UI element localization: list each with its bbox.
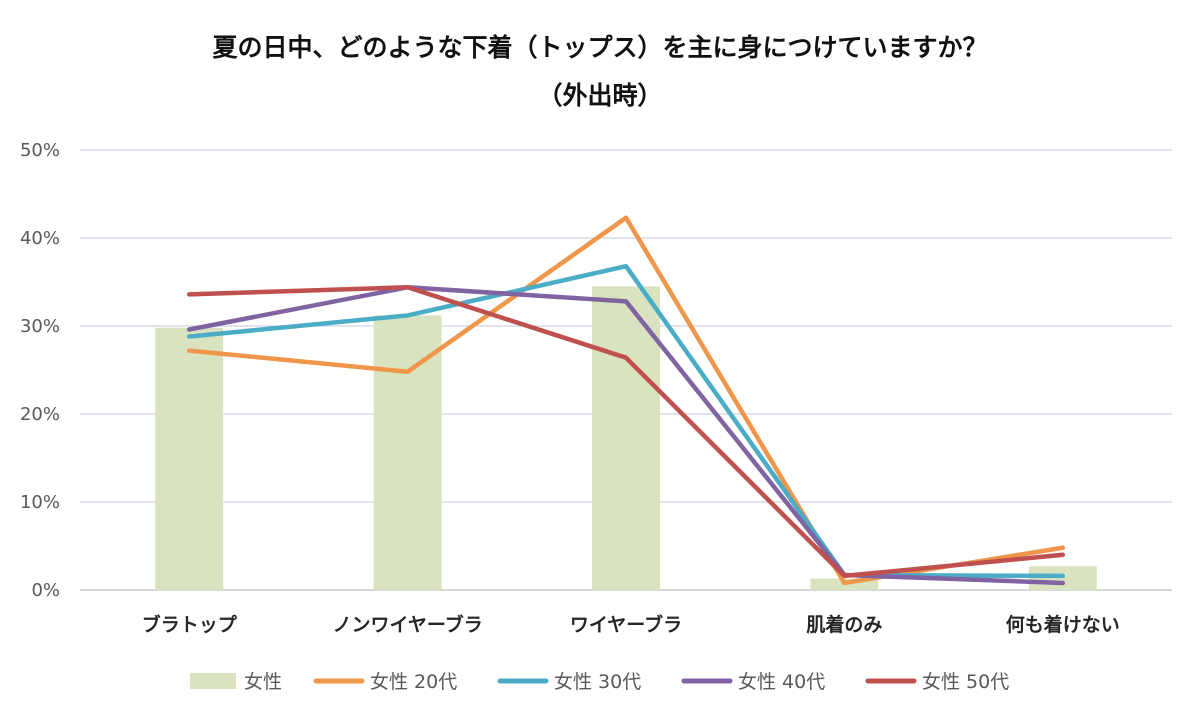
bar	[373, 315, 442, 590]
x-tick-label: ブラトップ	[142, 613, 238, 636]
x-tick-label: ワイヤーブラ	[570, 613, 682, 636]
legend-label: 女性 40代	[738, 671, 825, 693]
y-tick-label: 10%	[20, 492, 60, 513]
legend-label: 女性 50代	[922, 671, 1009, 693]
legend-label: 女性	[244, 671, 282, 693]
x-tick-label: 何も着けない	[1006, 613, 1120, 636]
y-tick-label: 0%	[31, 580, 60, 601]
bar	[155, 327, 224, 590]
chart-subtitle: （外出時）	[537, 81, 663, 110]
y-tick-label: 50%	[20, 140, 60, 161]
series-line	[186, 285, 1066, 586]
x-tick-label: ノンワイヤーブラ	[332, 613, 482, 636]
chart-title: 夏の日中、どのような下着（トップス）を主に身につけていますか？	[212, 33, 988, 62]
series-line	[186, 263, 1066, 579]
bar	[592, 286, 660, 590]
series-line	[186, 215, 1066, 586]
series-line	[186, 285, 1066, 579]
y-tick-label: 40%	[20, 228, 60, 249]
legend-swatch	[190, 673, 236, 689]
legend-label: 女性 20代	[370, 671, 457, 693]
y-tick-label: 30%	[20, 316, 60, 337]
legend-label: 女性 30代	[554, 671, 641, 693]
y-tick-label: 20%	[20, 404, 60, 425]
x-tick-label: 肌着のみ	[806, 613, 882, 636]
